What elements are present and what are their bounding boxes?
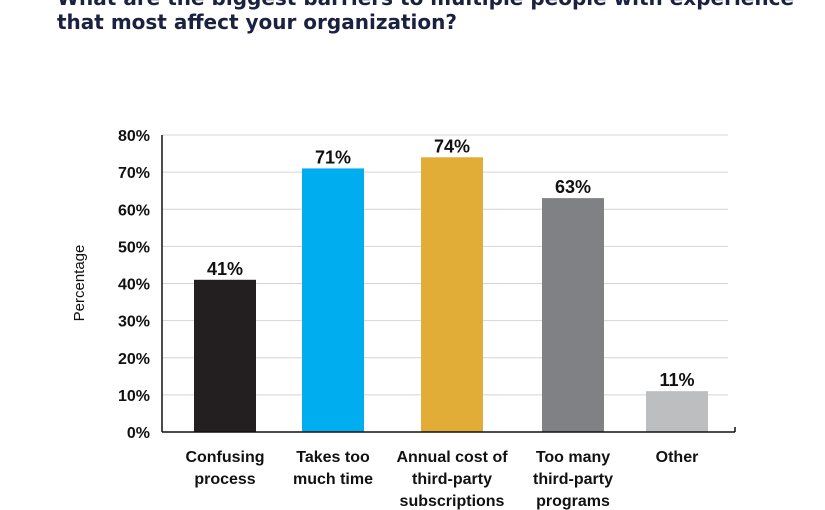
category-label: Confusing process bbox=[185, 449, 264, 488]
category-label: Too many third-party programs bbox=[533, 449, 613, 510]
y-tick-label: 60% bbox=[118, 202, 150, 219]
bars bbox=[194, 157, 708, 432]
category-label-line: programs bbox=[536, 493, 610, 510]
bar-value-label: 74% bbox=[434, 136, 470, 156]
category-label-line: third-party bbox=[533, 471, 613, 488]
bar-value-label: 11% bbox=[659, 370, 694, 390]
y-tick-label: 50% bbox=[118, 239, 150, 256]
category-label-line: third-party bbox=[412, 471, 492, 488]
y-tick-label: 70% bbox=[118, 165, 150, 182]
y-tick-label: 0% bbox=[127, 425, 150, 442]
y-axis-label: Percentage bbox=[71, 245, 88, 322]
category-label-line: subscriptions bbox=[400, 493, 505, 510]
y-tick-label: 80% bbox=[118, 128, 150, 145]
bar-3 bbox=[421, 157, 483, 432]
bar-value-label: 41% bbox=[207, 259, 243, 279]
y-tick-label: 20% bbox=[118, 351, 150, 368]
category-label: Annual cost of third-party subscriptions bbox=[396, 449, 508, 510]
category-label-line: Other bbox=[656, 449, 699, 466]
value-labels: 41% 71% 74% 63% 11% bbox=[207, 136, 695, 390]
y-tick-label: 40% bbox=[118, 277, 150, 294]
category-label-line: Takes too bbox=[296, 449, 370, 466]
category-label: Other bbox=[656, 449, 699, 466]
category-label: Takes too much time bbox=[293, 449, 373, 488]
category-label-line: Too many bbox=[536, 449, 610, 466]
x-axis-category-labels: Confusing process Takes too much time Annual… bbox=[185, 449, 698, 510]
bar-4 bbox=[542, 198, 604, 432]
bar-2 bbox=[302, 168, 364, 432]
bar-5 bbox=[646, 391, 708, 432]
chart-title-line-1: What are the biggest barriers to multipl… bbox=[57, 0, 794, 10]
bar-1 bbox=[194, 279, 256, 432]
category-label-line: Annual cost of bbox=[396, 449, 508, 466]
bar-value-label: 63% bbox=[555, 177, 591, 197]
category-label-line: Confusing bbox=[185, 449, 264, 466]
category-label-line: process bbox=[194, 471, 255, 488]
y-tick-label: 10% bbox=[118, 388, 150, 405]
y-tick-label: 30% bbox=[118, 314, 150, 331]
y-axis-ticks: 0% 10% 20% 30% 40% 50% 60% 70% 80% bbox=[118, 128, 150, 442]
category-label-line: much time bbox=[293, 471, 373, 488]
chart-title-line-2: that most affect your organization? bbox=[57, 10, 457, 34]
bar-value-label: 71% bbox=[315, 147, 351, 167]
